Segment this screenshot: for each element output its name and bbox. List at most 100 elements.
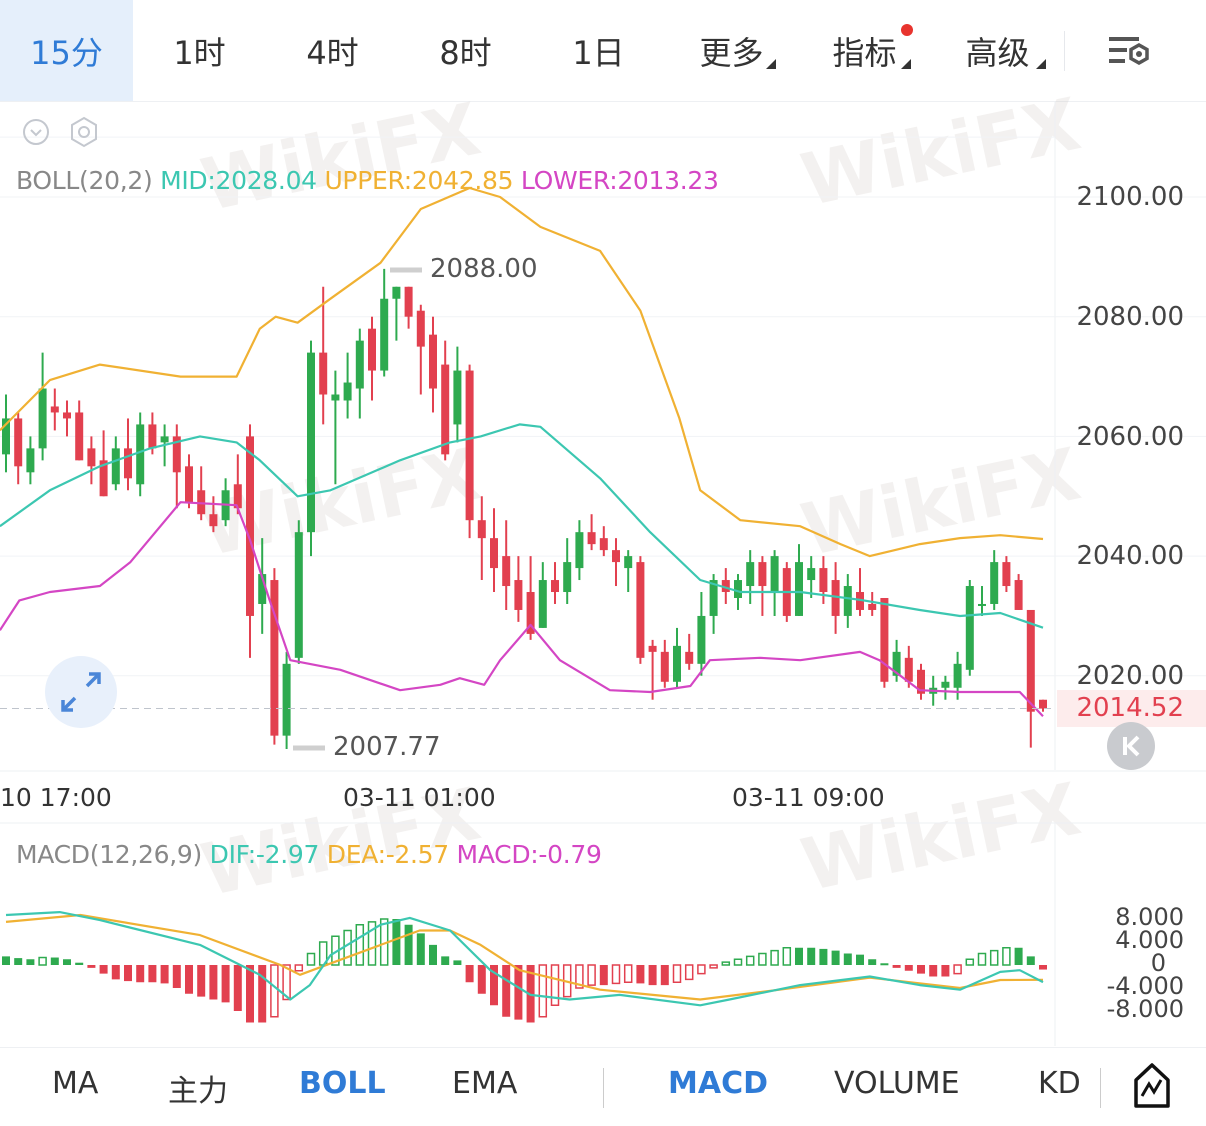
macd-name: MACD(12,26,9) xyxy=(16,840,202,869)
candle xyxy=(990,550,999,610)
indicator-tab-boll[interactable]: BOLL xyxy=(299,1066,386,1101)
candle-body xyxy=(185,466,193,503)
chart-settings-button[interactable] xyxy=(1065,0,1195,101)
candle xyxy=(978,586,986,616)
candle-body xyxy=(26,448,35,473)
macd-bar xyxy=(1014,947,1023,965)
boll-mid-value: MID:2028.04 xyxy=(160,166,317,195)
candle xyxy=(465,364,474,539)
scroll-to-latest-button[interactable] xyxy=(1107,722,1155,770)
macd-bar xyxy=(136,965,145,983)
macd-bar xyxy=(160,965,169,984)
macd-bar xyxy=(233,965,242,1011)
macd-bar xyxy=(917,965,925,974)
candle xyxy=(63,400,71,437)
tab-label: 1日 xyxy=(572,33,625,72)
candle xyxy=(221,478,230,527)
time-tick: 03-11 01:00 xyxy=(343,783,496,812)
price-tick: 2100.00 xyxy=(1076,182,1184,212)
candle xyxy=(746,550,755,604)
candle-body xyxy=(587,532,596,545)
indicator-settings-icon[interactable] xyxy=(68,116,100,148)
candle-body xyxy=(490,538,498,569)
candle-body xyxy=(209,514,218,527)
tab-label: 指标 xyxy=(832,33,897,72)
candle xyxy=(282,651,291,749)
candle-body xyxy=(770,556,779,593)
candle xyxy=(1014,574,1023,610)
macd-bar xyxy=(929,965,938,977)
drawing-tools-icon[interactable] xyxy=(1132,1062,1172,1112)
candle-body xyxy=(136,424,145,485)
tab-advanced[interactable]: 高级 xyxy=(931,0,1064,101)
indicator-tab-kd[interactable]: KD xyxy=(1038,1066,1081,1101)
candle xyxy=(197,466,206,521)
macd-bar xyxy=(684,964,694,981)
candle xyxy=(514,556,523,622)
boll-lower-value: LOWER:2013.23 xyxy=(520,166,719,195)
candle xyxy=(368,316,376,401)
macd-bar xyxy=(2,956,10,965)
macd-dea-line xyxy=(5,913,1044,1001)
candle-body xyxy=(233,484,242,509)
tab-label: 8时 xyxy=(439,33,492,72)
candle-body xyxy=(270,580,279,736)
candle-body xyxy=(258,574,267,604)
indicator-tab-main-force[interactable]: 主力 xyxy=(168,1074,228,1109)
macd-bar xyxy=(965,958,975,966)
macd-bar xyxy=(1039,965,1047,970)
tab-indicators[interactable]: 指标 xyxy=(798,0,931,101)
tab-1d[interactable]: 1日 xyxy=(532,0,665,101)
macd-bar xyxy=(660,965,669,986)
candle-body xyxy=(709,580,718,616)
indicator-tab-volume[interactable]: VOLUME xyxy=(834,1066,960,1101)
macd-bar xyxy=(538,964,548,1018)
candle xyxy=(1039,699,1047,712)
candle xyxy=(721,568,730,604)
macd-bar xyxy=(124,965,132,982)
macd-tick: -8.000 xyxy=(1106,995,1184,1023)
tab-1h[interactable]: 1时 xyxy=(133,0,266,101)
candle xyxy=(636,556,645,664)
candle xyxy=(26,436,35,485)
tab-4h[interactable]: 4时 xyxy=(266,0,399,101)
candle xyxy=(307,340,315,557)
candle-body xyxy=(551,580,559,593)
candle xyxy=(575,520,584,581)
indicator-tab-ema[interactable]: EMA xyxy=(452,1066,518,1101)
candle xyxy=(14,412,23,485)
tab-more[interactable]: 更多 xyxy=(665,0,798,101)
candle xyxy=(343,352,352,419)
macd-bar xyxy=(367,921,377,966)
macd-bar xyxy=(453,960,462,965)
candle-body xyxy=(978,603,986,606)
macd-bar xyxy=(416,933,425,965)
macd-bar xyxy=(26,959,35,965)
candle-body xyxy=(477,520,486,539)
macd-bar xyxy=(856,954,864,965)
candle xyxy=(294,520,303,664)
tab-8h[interactable]: 8时 xyxy=(399,0,532,101)
candle-body xyxy=(124,448,132,479)
candle xyxy=(880,597,889,688)
collapse-chevron-icon[interactable] xyxy=(22,118,50,146)
tab-15min[interactable]: 15分 xyxy=(0,0,133,101)
candle xyxy=(819,556,828,604)
macd-bar xyxy=(343,929,352,966)
candle xyxy=(660,639,669,688)
candle xyxy=(563,538,572,604)
macd-tick: 8.000 xyxy=(1115,903,1184,931)
indicator-tab-macd[interactable]: MACD xyxy=(668,1066,768,1101)
indicator-tab-ma[interactable]: MA xyxy=(52,1066,99,1101)
macd-bar xyxy=(50,957,59,965)
candle xyxy=(392,286,401,341)
boll-upper-value: UPPER:2042.85 xyxy=(324,166,514,195)
fullscreen-button[interactable] xyxy=(45,656,117,728)
candle-body xyxy=(465,370,474,521)
boll-mid-line xyxy=(0,423,1044,629)
expand-icon xyxy=(61,672,101,712)
candle xyxy=(270,568,279,745)
macd-bar xyxy=(782,947,792,966)
macd-bar xyxy=(868,959,877,965)
